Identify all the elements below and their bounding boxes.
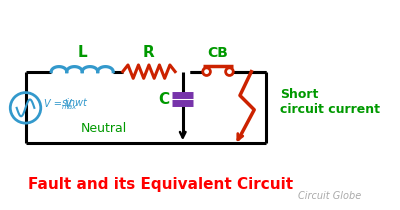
- Text: max: max: [62, 104, 77, 110]
- Text: sinwt: sinwt: [62, 98, 88, 108]
- Text: V = V: V = V: [44, 99, 71, 109]
- Text: R: R: [143, 45, 155, 60]
- Text: L: L: [78, 45, 87, 60]
- Text: Circuit Globe: Circuit Globe: [298, 190, 361, 201]
- Text: C: C: [158, 92, 170, 107]
- Text: CB: CB: [208, 46, 228, 60]
- Text: Short
circuit current: Short circuit current: [280, 88, 380, 116]
- Text: Fault and its Equivalent Circuit: Fault and its Equivalent Circuit: [28, 177, 293, 192]
- Text: Neutral: Neutral: [80, 122, 127, 135]
